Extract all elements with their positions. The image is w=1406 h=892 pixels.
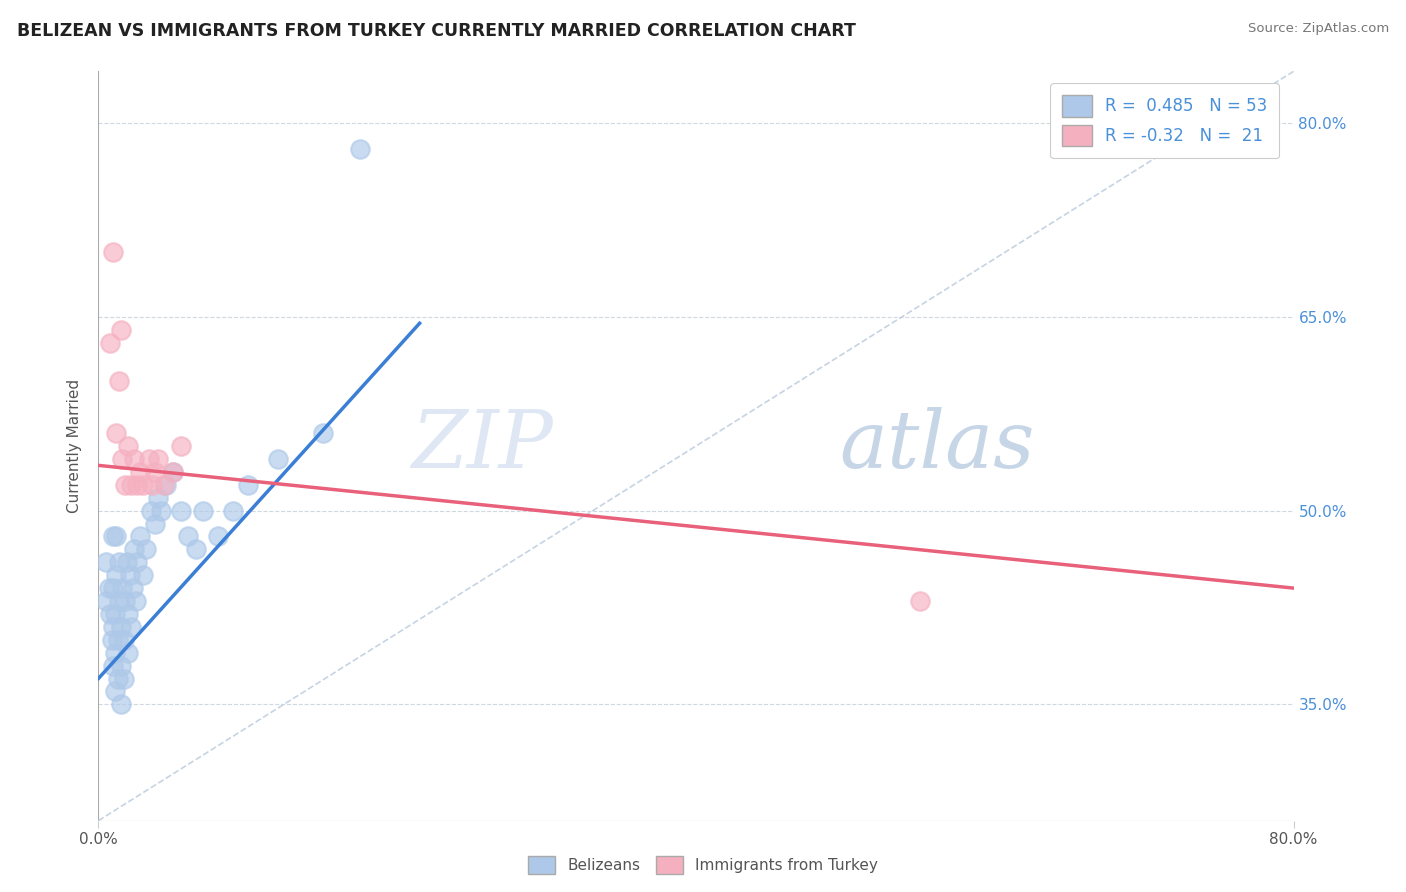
Point	[112, 672, 135, 686]
Point	[908, 594, 931, 608]
Point	[129, 465, 152, 479]
Legend: R =  0.485   N = 53, R = -0.32   N =  21: R = 0.485 N = 53, R = -0.32 N = 21	[1050, 84, 1279, 158]
Point	[107, 672, 129, 686]
Point	[108, 594, 131, 608]
Point	[114, 594, 136, 608]
Point	[127, 555, 149, 569]
Point	[115, 555, 138, 569]
Point	[125, 594, 148, 608]
Point	[103, 620, 125, 634]
Point	[141, 477, 163, 491]
Point	[162, 465, 184, 479]
Text: atlas: atlas	[839, 408, 1035, 484]
Legend: Belizeans, Immigrants from Turkey: Belizeans, Immigrants from Turkey	[522, 850, 884, 880]
Point	[120, 477, 142, 491]
Point	[148, 451, 170, 466]
Point	[107, 632, 129, 647]
Point	[105, 529, 128, 543]
Point	[143, 516, 166, 531]
Point	[108, 555, 131, 569]
Text: ZIP: ZIP	[411, 408, 553, 484]
Point	[103, 245, 125, 260]
Point	[104, 684, 127, 698]
Point	[110, 620, 132, 634]
Point	[127, 477, 149, 491]
Point	[94, 555, 117, 569]
Point	[169, 439, 191, 453]
Point	[349, 142, 371, 156]
Point	[108, 375, 131, 389]
Text: Source: ZipAtlas.com: Source: ZipAtlas.com	[1249, 22, 1389, 36]
Point	[222, 503, 245, 517]
Point	[129, 529, 152, 543]
Point	[94, 594, 117, 608]
Point	[184, 542, 207, 557]
Point	[110, 658, 132, 673]
Point	[143, 465, 166, 479]
Point	[118, 568, 141, 582]
Point	[169, 503, 191, 517]
Y-axis label: Currently Married: Currently Married	[67, 379, 83, 513]
Point	[110, 323, 132, 337]
Point	[148, 491, 170, 505]
Point	[120, 620, 142, 634]
Point	[117, 439, 139, 453]
Point	[207, 529, 229, 543]
Point	[132, 477, 155, 491]
Point	[150, 503, 173, 517]
Point	[103, 529, 125, 543]
Point	[162, 465, 184, 479]
Point	[132, 568, 155, 582]
Point	[104, 607, 127, 621]
Point	[121, 581, 143, 595]
Point	[103, 581, 125, 595]
Point	[104, 646, 127, 660]
Point	[124, 451, 146, 466]
Point	[124, 542, 146, 557]
Point	[177, 529, 200, 543]
Point	[105, 568, 128, 582]
Point	[311, 426, 333, 441]
Point	[98, 607, 122, 621]
Point	[110, 698, 132, 712]
Point	[155, 477, 177, 491]
Point	[98, 335, 122, 350]
Point	[153, 477, 176, 491]
Point	[114, 477, 136, 491]
Point	[101, 632, 124, 647]
Point	[105, 426, 128, 441]
Point	[117, 646, 139, 660]
Point	[97, 581, 120, 595]
Point	[112, 632, 135, 647]
Point	[135, 542, 157, 557]
Point	[267, 451, 290, 466]
Point	[117, 607, 139, 621]
Point	[236, 477, 259, 491]
Point	[138, 451, 160, 466]
Point	[191, 503, 214, 517]
Point	[111, 581, 134, 595]
Point	[139, 503, 162, 517]
Point	[111, 451, 134, 466]
Text: BELIZEAN VS IMMIGRANTS FROM TURKEY CURRENTLY MARRIED CORRELATION CHART: BELIZEAN VS IMMIGRANTS FROM TURKEY CURRE…	[17, 22, 856, 40]
Point	[103, 658, 125, 673]
